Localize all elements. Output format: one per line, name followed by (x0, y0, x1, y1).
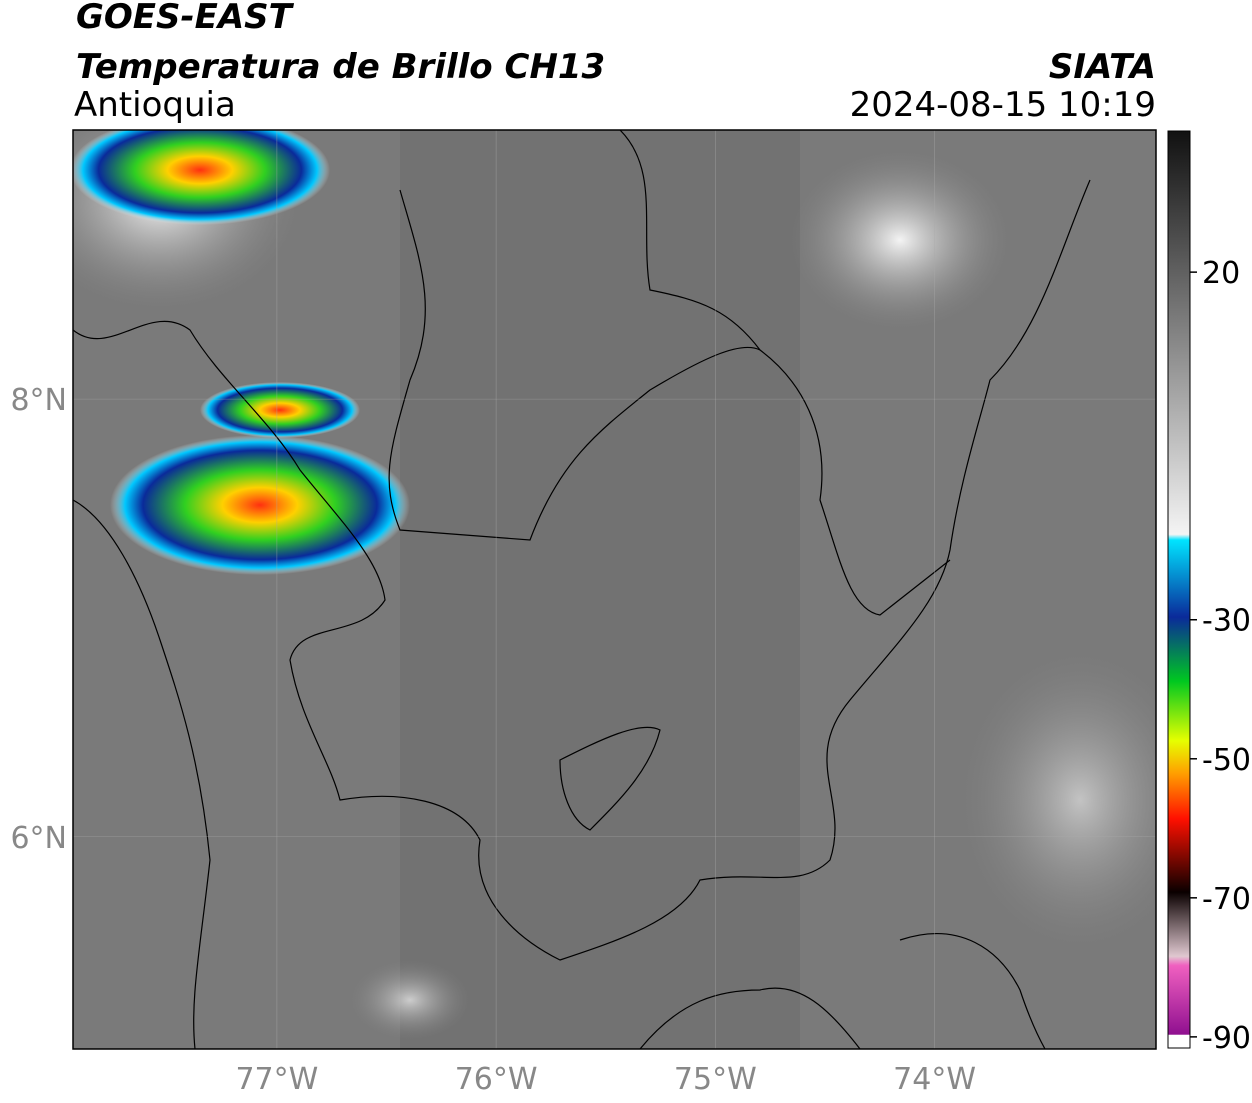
colorbar (1167, 130, 1191, 1049)
lon-label: 74°W (893, 1062, 976, 1097)
lon-label: 77°W (235, 1062, 318, 1097)
map-image (73, 130, 1156, 1049)
colorbar-label: -90 (1202, 1021, 1251, 1056)
source: SIATA (1049, 47, 1156, 87)
lon-label: 76°W (455, 1062, 538, 1097)
colorbar-label: 20 (1202, 256, 1240, 291)
title: GOES-EAST (76, 0, 295, 37)
subtitle: Temperatura de Brillo CH13 (76, 47, 605, 87)
map-frame (72, 129, 1157, 1050)
lon-label: 75°W (674, 1062, 757, 1097)
lat-label: 8°N (10, 383, 67, 418)
region: Antioquia (74, 85, 236, 125)
colorbar-label: -30 (1202, 604, 1251, 639)
lat-label: 6°N (10, 821, 67, 856)
colorbar-label: -70 (1202, 882, 1251, 917)
colorbar-label: -50 (1202, 743, 1251, 778)
timestamp: 2024-08-15 10:19 (850, 85, 1156, 125)
